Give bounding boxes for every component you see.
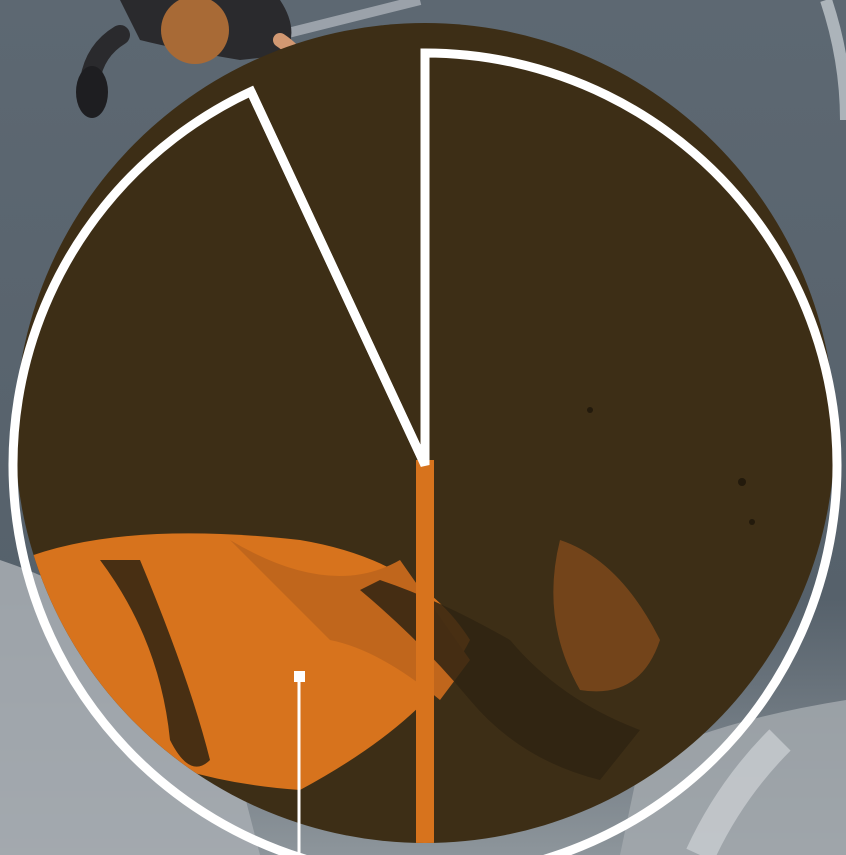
runner-top-shoe (76, 66, 108, 118)
leader-marker (294, 671, 305, 682)
court-line-tinted (416, 460, 434, 843)
ground-speck (587, 407, 593, 413)
court-line-bottom-right (686, 729, 791, 855)
ground-speck (738, 478, 746, 486)
ground-speck (749, 519, 755, 525)
runner-top-hair (161, 0, 229, 64)
pie-sunlit-patch-right (553, 540, 660, 692)
runner-shadow-left (100, 560, 210, 767)
pie-outline-main (8, 48, 842, 855)
pie-sunlit-patch-mid (230, 540, 470, 700)
pie-outline-slice (246, 89, 430, 467)
